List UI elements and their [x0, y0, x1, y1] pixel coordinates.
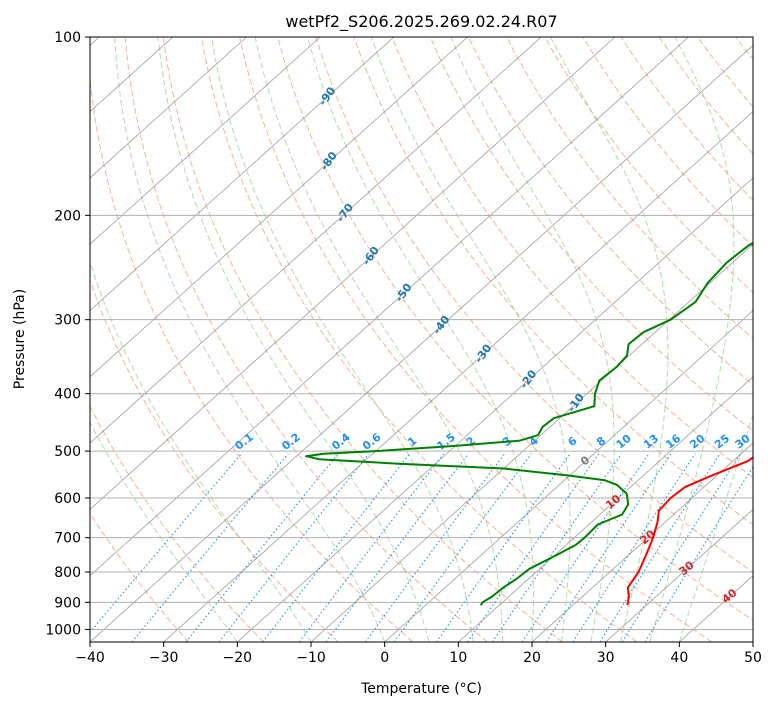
mixing-ratio-line	[467, 453, 600, 642]
x-tick-label: 0	[380, 650, 389, 666]
dry-adiabat-line	[124, 37, 488, 642]
dry-adiabat-line	[200, 37, 638, 642]
isotherm-line	[90, 37, 247, 179]
x-tick-label: −10	[296, 650, 326, 666]
x-tick-label: −40	[75, 650, 105, 666]
dry-adiabat-line	[277, 37, 753, 621]
profile-lines	[305, 241, 753, 606]
mixing-ratio-line	[491, 453, 623, 642]
x-tick-label: 10	[449, 650, 467, 666]
isotherm-line	[458, 376, 753, 642]
moist-adiabat-line	[90, 421, 238, 642]
mixing-ratio-line	[521, 453, 650, 642]
isotherm-line	[90, 37, 616, 510]
plot-frame	[89, 36, 754, 643]
pressure-gridlines	[90, 37, 753, 630]
x-tick-label: −20	[223, 650, 253, 666]
y-tick-label: 400	[54, 387, 81, 403]
dry-adiabat-line	[468, 37, 753, 386]
dry-adiabat-line	[239, 37, 712, 642]
dry-adiabat-line	[544, 37, 753, 294]
x-axis-label: Temperature (°C)	[360, 681, 482, 697]
isotherm-line	[90, 37, 542, 444]
mixing-ratio-line	[90, 453, 242, 634]
x-tick-label: 50	[744, 650, 762, 666]
moist-adiabat-line	[649, 37, 735, 642]
y-tick-label: 100	[54, 30, 81, 46]
dry-adiabat-line	[391, 37, 753, 479]
isotherm-line	[531, 442, 753, 642]
temperature-profile	[626, 456, 753, 606]
y-tick-label: 300	[54, 313, 81, 329]
y-tick-label: 800	[54, 565, 81, 581]
moist-adiabat-line	[307, 37, 534, 642]
x-tick-label: 30	[597, 650, 615, 666]
y-axis-ticks: 100 200 300 400 500 600 700 800 900 1000	[45, 30, 90, 638]
moist-adiabats	[90, 37, 753, 642]
isotherm-line	[605, 508, 753, 642]
y-axis-label: Pressure (hPa)	[12, 289, 28, 389]
moist-adiabat-line	[254, 37, 503, 642]
isotherm-line	[237, 177, 753, 642]
mixing-ratio-line	[393, 453, 532, 642]
x-tick-label: 40	[670, 650, 688, 666]
moist-adiabat-line	[550, 37, 669, 642]
mixing-ratio-line	[364, 453, 506, 642]
moist-adiabat-line	[450, 37, 615, 642]
mixing-ratio-line	[325, 453, 469, 642]
y-tick-label: 500	[54, 444, 81, 460]
isotherm-line	[90, 37, 468, 378]
mixing-ratio-line	[545, 453, 672, 642]
dry-adiabat-line	[90, 512, 190, 642]
isotherms	[90, 37, 753, 642]
mixing-ratio-line	[262, 453, 411, 642]
mixing-ratio-line	[599, 453, 721, 642]
dewpoint-profile	[305, 241, 753, 606]
chart-title: wetPf2_S206.2025.269.02.24.R07	[285, 12, 557, 32]
isotherm-line	[90, 37, 321, 245]
moist-adiabat-line	[371, 37, 571, 642]
x-tick-label: 20	[523, 650, 541, 666]
y-tick-label: 600	[54, 491, 81, 507]
dry-adiabat-line	[315, 37, 753, 573]
x-axis-ticks: −40 −30 −20 −10 0 10 20 30 40 50	[75, 642, 762, 666]
isotherm-line	[163, 111, 753, 642]
mixing-ratio-line	[131, 453, 289, 642]
mixing-ratio-lines	[90, 453, 753, 642]
y-tick-label: 700	[54, 531, 81, 547]
isotherm-line	[90, 37, 689, 577]
isotherm-line	[90, 44, 753, 642]
isotherm-line	[310, 243, 753, 642]
moist-adiabat-line	[211, 37, 474, 642]
isotherm-line	[384, 309, 753, 642]
isotherm-line	[90, 37, 395, 312]
y-tick-label: 200	[54, 208, 81, 224]
dry-adiabat-line	[162, 37, 563, 642]
y-tick-label: 1000	[45, 622, 81, 638]
y-tick-label: 900	[54, 595, 81, 611]
dry-adiabat-line	[429, 37, 753, 432]
mixing-ratio-line	[435, 453, 571, 642]
moist-adiabat-line	[157, 37, 430, 642]
x-tick-label: −30	[149, 650, 179, 666]
dry-adiabat-line	[90, 405, 264, 642]
mixing-ratio-line	[298, 453, 445, 642]
moist-adiabat-line	[678, 413, 753, 642]
